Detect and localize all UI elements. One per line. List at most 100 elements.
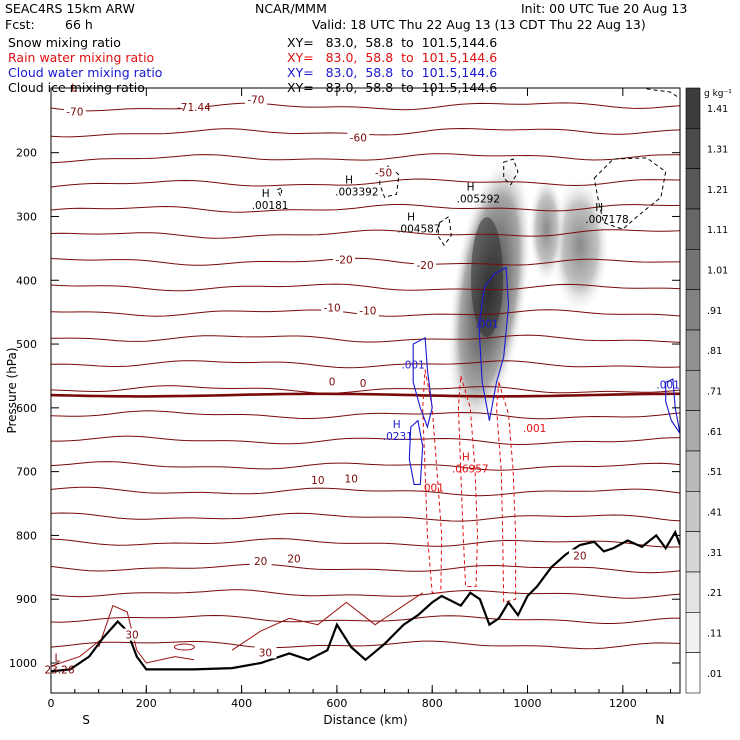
isotherm-label-bg: [352, 377, 375, 390]
isotherm-label: -10: [359, 306, 376, 318]
extremum-value: .007178: [585, 214, 628, 226]
y-axis-title: Pressure (hPa): [5, 347, 19, 433]
isotherm-label: 10: [311, 475, 324, 487]
rain-contour: [422, 369, 443, 594]
isotherm-line: [51, 257, 680, 266]
x-tick-label: 1000: [514, 697, 542, 710]
y-tick-label: 400: [16, 274, 37, 287]
isotherm-label-bg: [254, 646, 277, 659]
colorbar-label: .31: [707, 548, 722, 559]
isotherm-line: [51, 283, 680, 292]
isotherm-line: [51, 102, 680, 112]
isotherm-line: [51, 360, 680, 369]
x-tick-label: 400: [231, 697, 252, 710]
field-name-rain: Rain water mixing ratio: [8, 50, 155, 65]
snow-shading-core: [471, 217, 504, 338]
y-tick-label: 900: [16, 593, 37, 606]
isotherm-line: [51, 538, 680, 548]
colorbar-swatch: [685, 249, 701, 290]
south-label: S: [82, 713, 90, 727]
isotherm-label-bg: [182, 101, 205, 114]
isotherm-label-bg: [283, 552, 306, 565]
valid-time: Valid: 18 UTC Thu 22 Aug 13 (13 CDT Thu …: [312, 17, 646, 32]
cloud-water-contour: [412, 336, 433, 429]
isotherm-label-bg: [244, 93, 267, 106]
y-tick-label: 200: [16, 147, 37, 160]
isotherm-line: [51, 178, 680, 188]
fcst-value: 66 h: [65, 17, 93, 32]
snow-shading-north-2: [528, 174, 565, 285]
colorbar-label: .61: [707, 427, 722, 438]
colorbar-swatch: [685, 410, 701, 452]
colorbar-label: 1.01: [707, 266, 728, 277]
extremum-marker: H: [462, 451, 470, 463]
isotherm-line: [51, 204, 680, 213]
colorbar-swatch: [685, 491, 701, 532]
cloud-water-contour: [665, 378, 680, 434]
isotherm-label: -10: [324, 302, 341, 314]
isotherm-label: 0: [360, 378, 367, 390]
field-xy-rain: XY= 83.0, 58.8 to 101.5,144.6: [287, 50, 498, 65]
colorbar-label: .21: [707, 588, 722, 599]
ice-contour-top: [646, 88, 680, 99]
isotherm-line: [51, 589, 680, 599]
ice-contour: [379, 164, 400, 198]
contour-label: .001: [421, 482, 444, 494]
colorbar-label: .51: [707, 467, 722, 478]
colorbar-swatch: [685, 571, 701, 613]
contour-label: .001: [656, 380, 679, 392]
isotherm-label-bg: [321, 375, 344, 388]
rain-contour: [457, 375, 479, 587]
extremum-marker: H: [393, 419, 401, 431]
extremum-value: .06957: [452, 463, 489, 475]
isotherm-line: [51, 640, 680, 650]
field-name-snow: Snow mixing ratio: [8, 35, 121, 50]
extremum-value: .0231: [383, 431, 413, 443]
field-xy-cloud-water: XY= 83.0, 58.8 to 101.5,144.6: [287, 65, 498, 80]
isotherm-line: [51, 153, 680, 164]
isotherm-label: -60: [350, 133, 367, 145]
x-tick-label: 600: [326, 697, 347, 710]
isotherm-line: [51, 334, 680, 343]
ice-contour: [276, 187, 283, 198]
isotherm-label-bg: [121, 628, 144, 641]
cloud-water-contour: [408, 419, 424, 485]
colorbar-label: 1.41: [707, 104, 728, 115]
contour-label: .001: [401, 359, 424, 371]
isotherm-label: -71.44: [177, 102, 211, 114]
ice-contour: [503, 158, 519, 186]
colorbar-swatch: [685, 289, 701, 331]
colorbar-label: .11: [707, 629, 722, 640]
isotherm-label-bg: [340, 472, 363, 485]
y-tick-label: 600: [16, 402, 37, 415]
freezing-level-line: [51, 392, 680, 398]
contour-label: .001: [523, 423, 546, 435]
isotherm-label: 20: [573, 550, 586, 562]
isotherm-label: 30: [125, 630, 138, 642]
extremum-value: .003392: [335, 187, 378, 199]
init-time: Init: 00 UTC Tue 20 Aug 13: [521, 1, 688, 16]
north-label: N: [656, 713, 665, 727]
colorbar-swatch: [685, 87, 701, 129]
colorbar-swatch: [685, 329, 701, 371]
x-tick-label: 1200: [609, 697, 637, 710]
colorbar-label: .01: [707, 669, 722, 680]
colorbar-label: .71: [707, 387, 722, 398]
extremum-marker: L: [54, 652, 60, 664]
isotherm-label-bg: [347, 131, 370, 144]
isotherm-label: 0: [329, 376, 336, 388]
rain-contour: [495, 382, 517, 604]
colorbar-swatch: [685, 370, 701, 411]
field-xy-snow: XY= 83.0, 58.8 to 101.5,144.6: [287, 35, 498, 50]
isotherm-line: [51, 512, 680, 522]
colorbar-label: .91: [707, 306, 722, 317]
extremum-value: .00181: [252, 200, 289, 212]
isotherm-label: -20: [335, 254, 352, 266]
model-title: SEAC4RS 15km ARW: [5, 1, 135, 16]
extremum-value: .005292: [457, 194, 500, 206]
y-tick-label: 800: [16, 529, 37, 542]
y-tick-label: 300: [16, 210, 37, 223]
extremum-value: .004587: [397, 224, 440, 236]
extremum-marker: H: [595, 202, 603, 214]
colorbar-swatch: [685, 128, 701, 169]
